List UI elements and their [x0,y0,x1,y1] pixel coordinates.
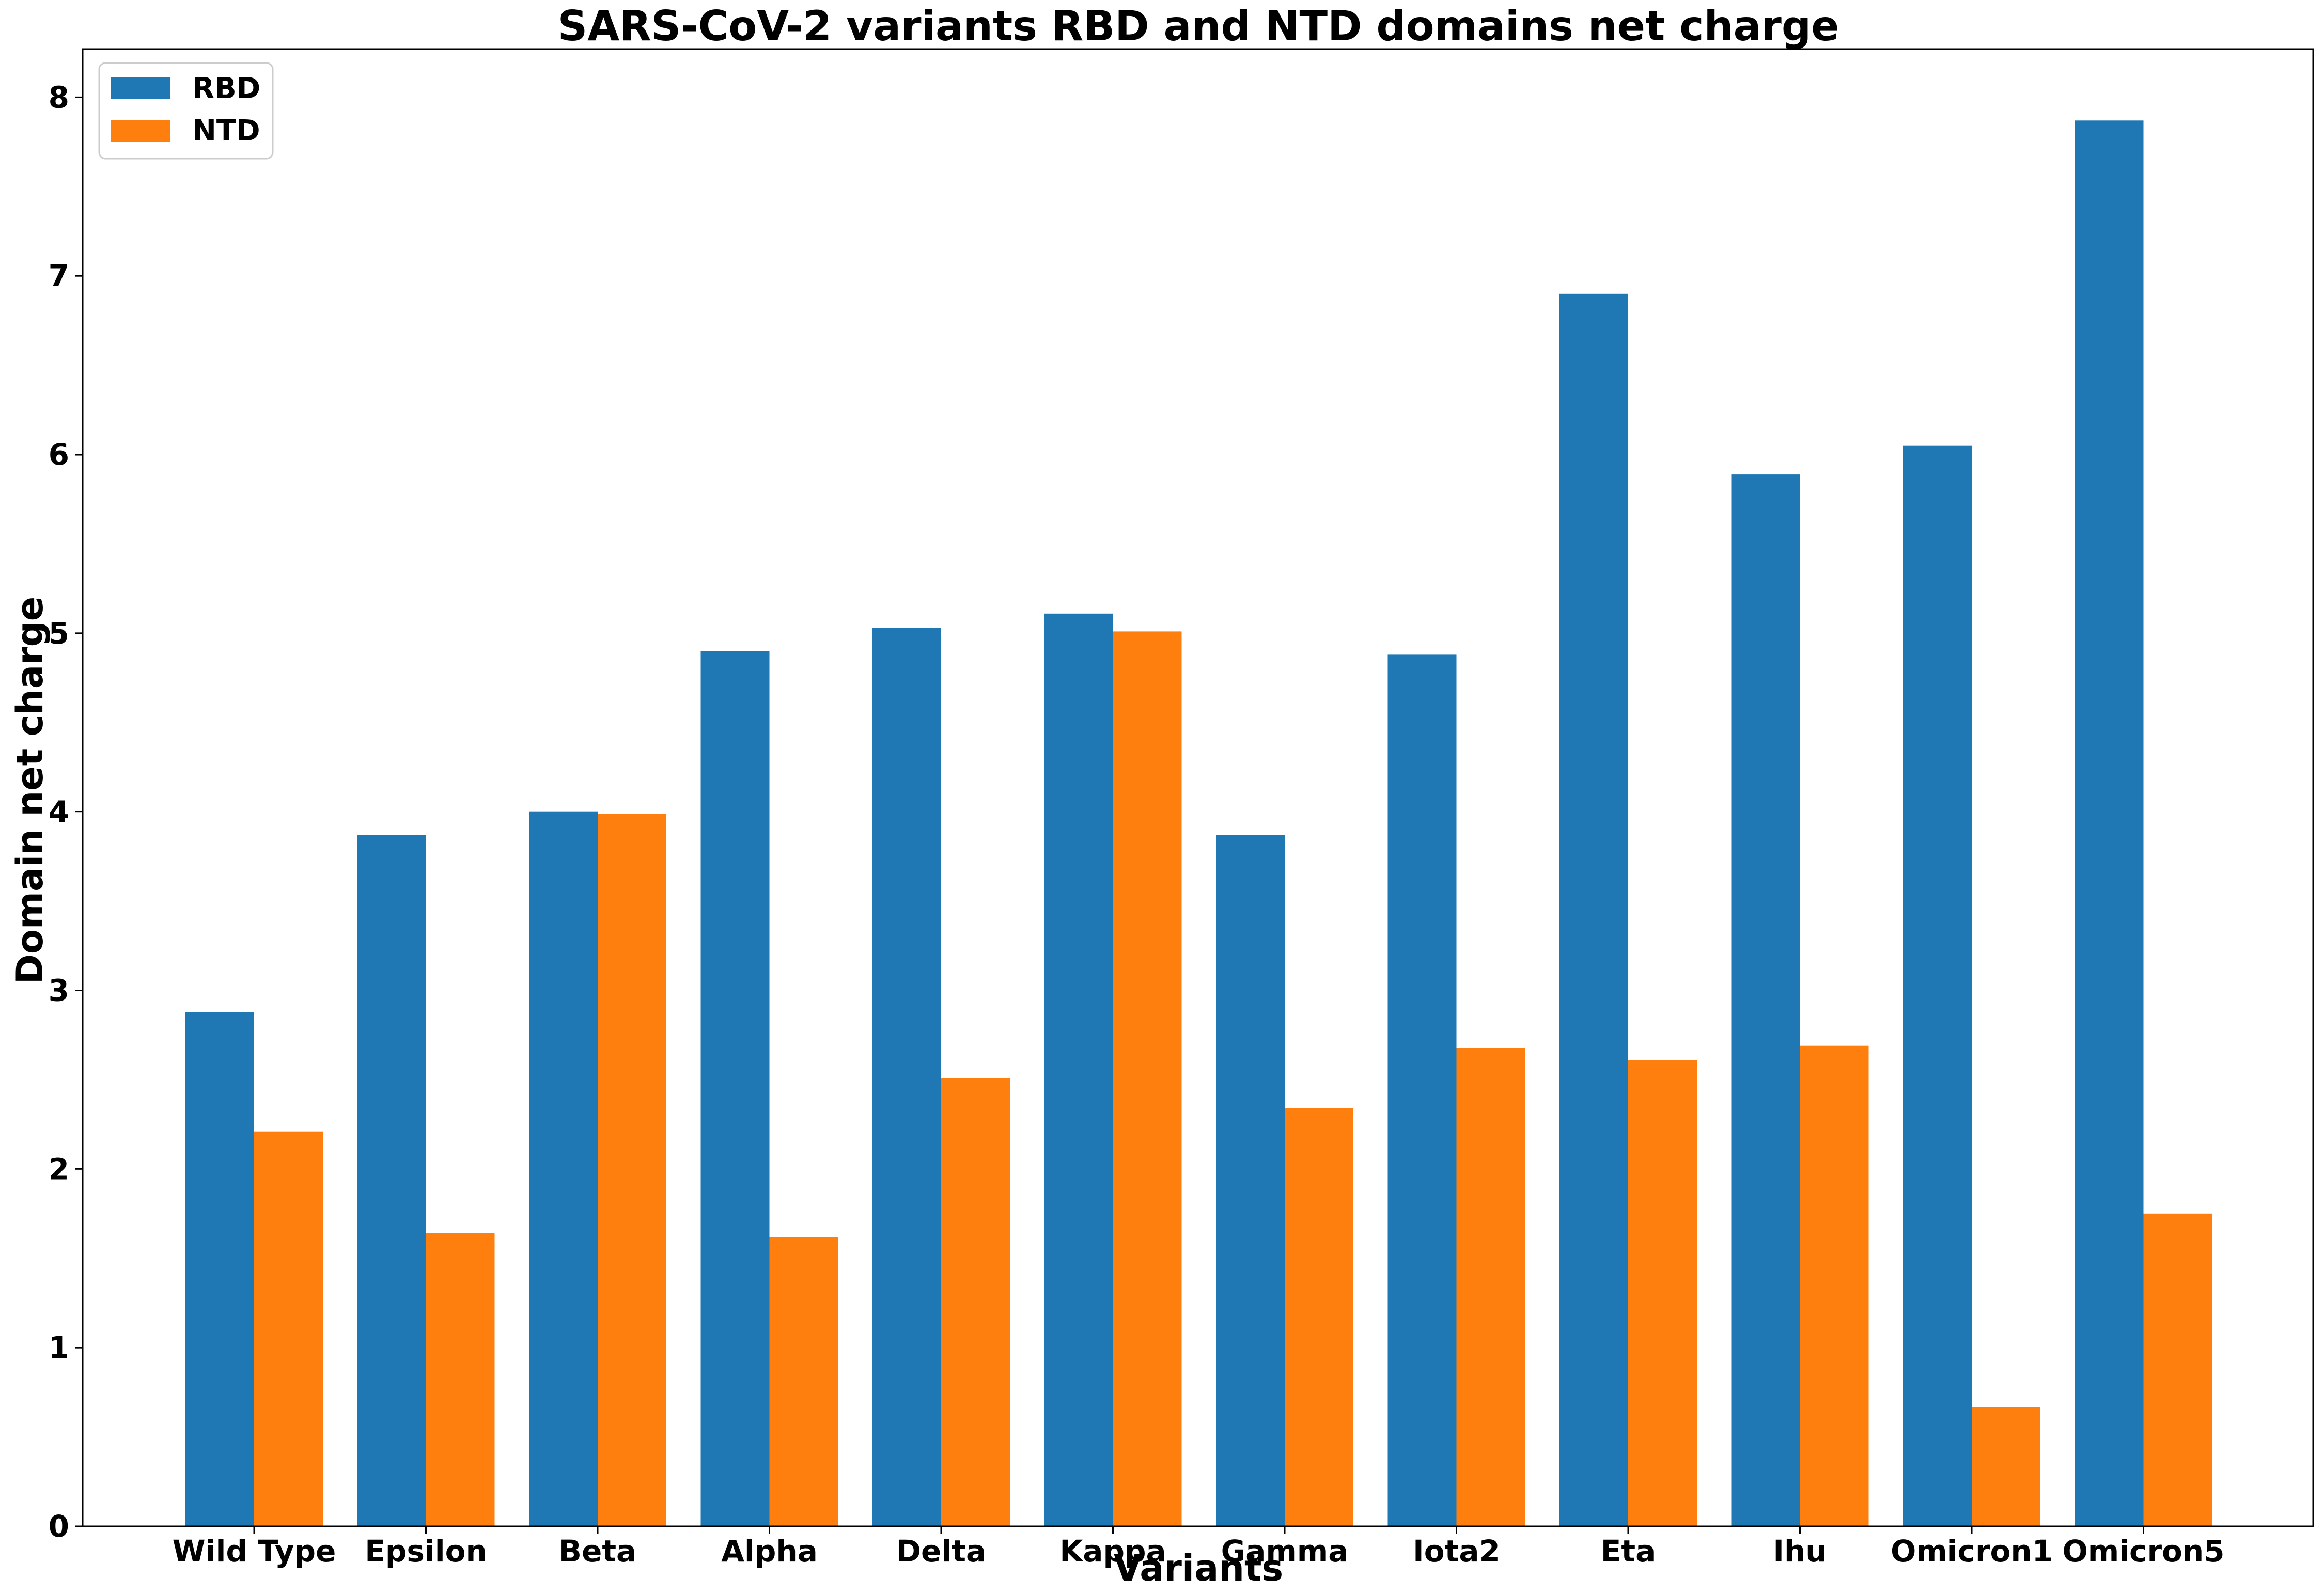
bar-ntd-omicron1 [1972,1407,2040,1526]
bar-ntd-omicron5 [2143,1213,2212,1526]
x-tick-label: Epsilon [365,1534,487,1569]
legend: RBD NTD [98,62,274,160]
x-tick-label: Gamma [1221,1534,1349,1569]
bar-rbd-wild-type [185,1012,254,1526]
bar-ntd-alpha [769,1237,838,1526]
y-tick-label: 4 [49,794,69,830]
x-tick-label: Omicron1 [1891,1534,2053,1569]
chart-title: SARS-CoV-2 variants RBD and NTD domains … [558,2,1839,50]
legend-label-rbd: RBD [192,72,260,105]
plot-frame [82,48,2314,1527]
x-tick-label: Wild Type [173,1534,336,1569]
y-tick-label: 5 [49,616,69,651]
y-tick-label: 6 [49,437,69,472]
x-tick-label: Beta [559,1534,636,1569]
bar-ntd-iota2 [1456,1048,1525,1526]
legend-swatch-rbd [111,77,170,99]
bar-rbd-beta [529,811,598,1526]
x-tick-label: Eta [1601,1534,1656,1569]
bar-rbd-eta [1559,293,1628,1526]
x-tick-label: Alpha [721,1534,818,1569]
bar-ntd-eta [1628,1060,1697,1526]
bar-rbd-gamma [1216,835,1285,1526]
bars-group [185,120,2212,1527]
y-tick-label: 8 [49,80,69,115]
y-axis-label: Domain net charge [9,597,51,984]
y-tick-label: 3 [49,973,69,1008]
bar-rbd-kappa [1044,613,1113,1526]
bar-ntd-delta [941,1078,1010,1526]
bar-ntd-wild-type [254,1131,323,1526]
y-axis-ticks: 0 1 2 3 4 5 6 7 8 [49,80,83,1544]
bar-rbd-iota2 [1387,654,1457,1526]
bar-rbd-ihu [1731,474,1800,1526]
bar-ntd-beta [598,814,666,1526]
legend-label-ntd: NTD [192,114,260,148]
bar-rbd-omicron1 [1903,445,1972,1527]
bar-rbd-alpha [700,651,770,1526]
bar-ntd-gamma [1285,1108,1353,1526]
x-axis-ticks: Wild Type Epsilon Beta Alpha Delta Kappa Gamma… [173,1526,2225,1569]
x-axis-label: Variants [1114,1547,1283,1589]
y-tick-label: 1 [49,1330,69,1365]
x-tick-label: Iota2 [1413,1534,1500,1569]
y-tick-label: 0 [49,1509,69,1544]
bar-rbd-epsilon [357,835,426,1526]
y-tick-label: 2 [49,1151,69,1186]
legend-swatch-ntd [111,120,170,142]
x-tick-label: Delta [896,1534,986,1569]
bar-rbd-delta [872,628,941,1526]
x-tick-label: Ihu [1773,1534,1827,1569]
bar-ntd-epsilon [426,1233,495,1526]
bar-ntd-kappa [1113,631,1182,1526]
bar-rbd-omicron5 [2075,120,2144,1526]
x-tick-label: Omicron5 [2062,1534,2224,1569]
y-tick-label: 7 [49,258,69,293]
bar-ntd-ihu [1800,1045,1869,1526]
x-tick-label: Kappa [1059,1534,1166,1569]
